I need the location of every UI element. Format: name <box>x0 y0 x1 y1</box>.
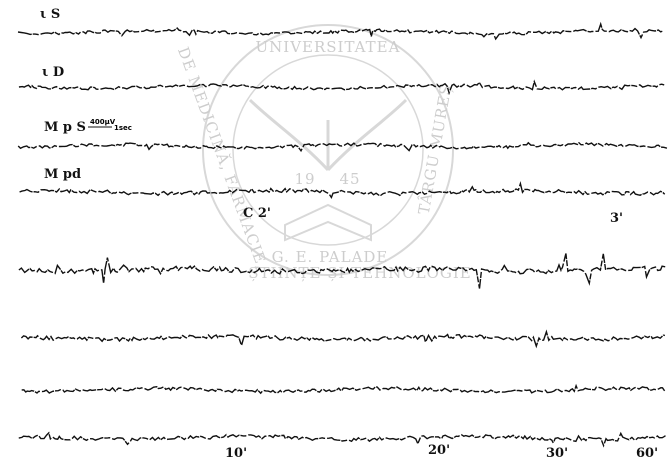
trace-label: M pd <box>44 167 81 182</box>
time-mark: 10' <box>225 446 247 461</box>
trace-label: M p S <box>44 120 86 135</box>
wm-year-left: 19 <box>294 170 315 188</box>
trace-label: ι S <box>40 7 60 22</box>
emg-trace <box>19 82 664 93</box>
wm-year-right: 45 <box>339 170 360 188</box>
emg-trace <box>18 143 667 151</box>
traces <box>18 24 667 446</box>
watermark: UNIVERSITATEA DE MEDICINĂ, FARMACIE, TÂR… <box>174 25 472 282</box>
time-mark: 30' <box>546 446 568 461</box>
wm-emblem <box>250 100 406 170</box>
wm-inner: ȘTIINȚE ȘI TEHNOLOGIE <box>248 264 472 282</box>
calibration-amplitude: 400μV <box>90 118 116 126</box>
time-mark: C 2' <box>243 206 271 221</box>
wm-book <box>285 205 371 240</box>
calibration-time: 1sec <box>114 124 132 132</box>
wm-top: UNIVERSITATEA <box>256 38 401 56</box>
emg-figure: UNIVERSITATEA DE MEDICINĂ, FARMACIE, TÂR… <box>0 0 669 462</box>
wm-left: DE MEDICINĂ, FARMACIE, <box>174 45 271 272</box>
time-mark: 60' <box>636 446 658 461</box>
wm-right: TÂRGU MUREȘ <box>415 82 456 215</box>
trace-label: ι D <box>42 65 64 80</box>
emg-trace <box>19 433 666 446</box>
emg-trace <box>21 332 665 346</box>
emg-trace <box>22 386 665 393</box>
time-mark: 20' <box>428 443 450 458</box>
time-mark: 3' <box>610 211 623 226</box>
